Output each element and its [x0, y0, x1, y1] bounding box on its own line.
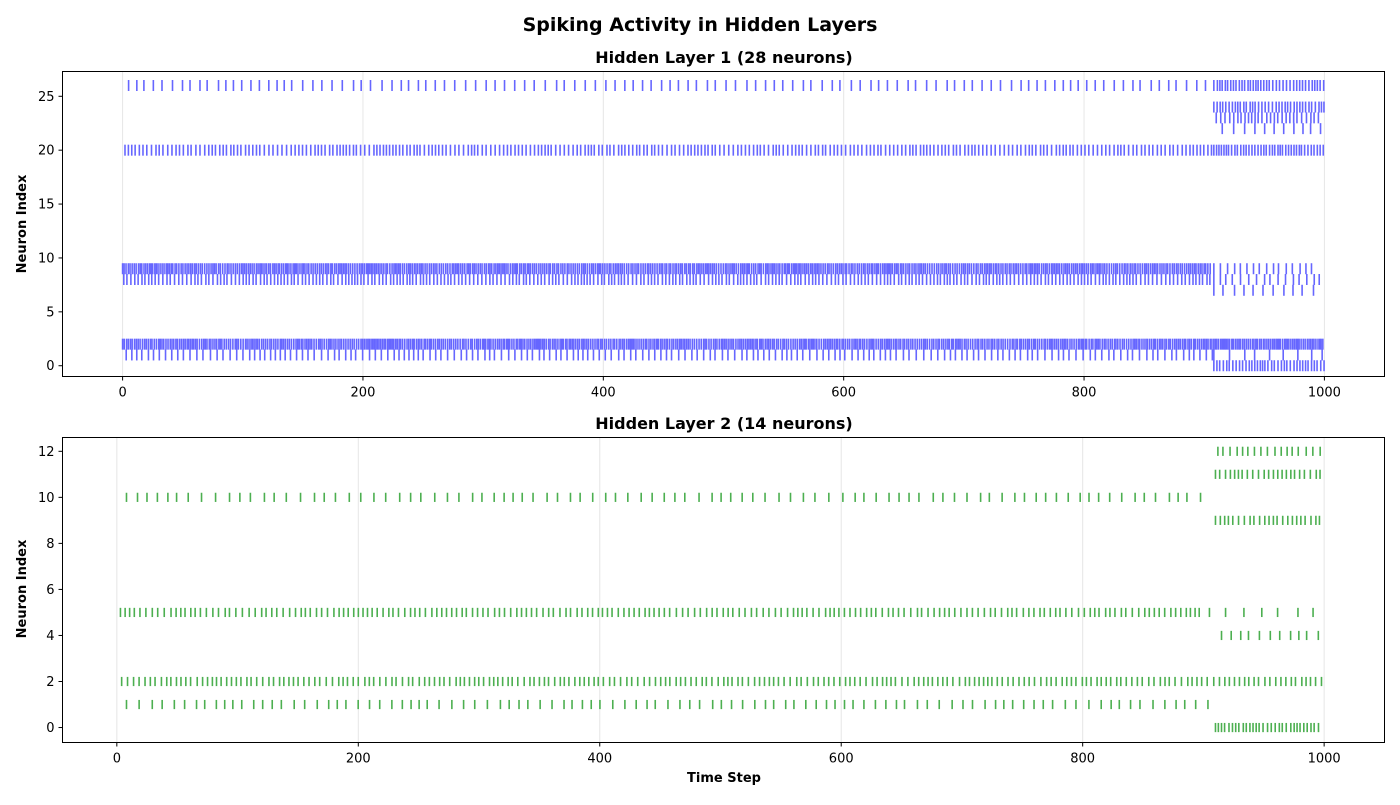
hidden-layer-2-grid: [116, 437, 1325, 743]
hidden-layer-2-title: Hidden Layer 2 (14 neurons): [595, 414, 852, 433]
neuron-1-spike-train: [125, 349, 1323, 361]
figure-title: Spiking Activity in Hidden Layers: [523, 14, 878, 36]
x-tick-label: 600: [829, 752, 854, 767]
x-tick-label: 200: [351, 386, 376, 401]
x-tick-label: 600: [831, 386, 856, 401]
hidden-layer-1-spikes: [121, 80, 1325, 372]
y-tick-label: 0: [46, 721, 54, 736]
y-tick-label: 8: [46, 537, 54, 552]
hidden-layer-2-spikes: [119, 446, 1323, 733]
y-tick-label: 6: [46, 583, 54, 598]
x-tick-label: 400: [587, 752, 612, 767]
y-tick-label: 25: [38, 90, 55, 105]
hidden-layer-1-plot-area: [62, 71, 1385, 377]
hidden-layer-2-panel: Hidden Layer 2 (14 neurons) Neuron Index…: [15, 414, 1385, 786]
y-tick-label: 15: [38, 198, 55, 213]
y-tick-label: 0: [46, 359, 54, 374]
neuron-20-spike-train: [124, 144, 1325, 156]
x-tick-label: 200: [346, 752, 371, 767]
y-tick-label: 5: [46, 305, 54, 320]
y-tick-label: 12: [38, 445, 55, 460]
hidden-layer-1-ylabel: Neuron Index: [15, 174, 30, 273]
x-tick-label: 400: [591, 386, 616, 401]
neuron-26-spike-train: [127, 80, 1325, 92]
hidden-layer-2-yticks: 0 2 4 6 8 10 12: [38, 445, 63, 736]
x-tick-label: 0: [118, 386, 126, 401]
neuron-12-spike-train: [1217, 446, 1321, 456]
hidden-layer-1-title: Hidden Layer 1 (28 neurons): [595, 48, 852, 67]
neuron-2-spike-train: [120, 676, 1323, 687]
neuron-5-spike-train: [119, 607, 1314, 618]
neuron-11-spike-train: [1214, 469, 1321, 479]
hidden-layer-1-grid: [122, 71, 1325, 377]
y-tick-label: 2: [46, 675, 54, 690]
neuron-7-spike-train: [1213, 284, 1315, 296]
hidden-layer-1-panel: Hidden Layer 1 (28 neurons) Neuron Index…: [15, 48, 1385, 401]
x-tick-label: 800: [1070, 752, 1095, 767]
y-tick-label: 20: [38, 144, 55, 159]
neuron-8-spike-train: [122, 274, 1321, 286]
y-tick-label: 10: [38, 491, 55, 506]
x-tick-label: 1000: [1308, 752, 1341, 767]
neuron-1-spike-train: [125, 699, 1209, 710]
hidden-layer-2-plot-area: [62, 437, 1385, 743]
neuron-24-spike-train: [1213, 101, 1325, 113]
neuron-22-spike-train: [1221, 123, 1322, 135]
neuron-0-spike-train: [1213, 360, 1325, 372]
neuron-4-spike-train: [1220, 630, 1320, 641]
hidden-layer-2-ylabel: Neuron Index: [15, 539, 30, 638]
neuron-23-spike-train: [1215, 112, 1320, 124]
x-tick-label: 1000: [1308, 386, 1341, 401]
x-tick-label: 800: [1072, 386, 1097, 401]
hidden-layer-2-xticks: 0 200 400 600 800 1000: [113, 742, 1341, 767]
neuron-2-spike-train: [121, 338, 1324, 350]
neuron-9-spike-train: [1214, 515, 1321, 525]
hidden-layer-1-yticks: 0 5 10 15 20 25: [38, 90, 63, 374]
x-tick-label: 0: [113, 752, 121, 767]
neuron-10-spike-train: [125, 492, 1202, 502]
neuron-9-spike-train: [121, 263, 1313, 275]
neuron-0-spike-train: [1214, 722, 1320, 733]
hidden-layer-2-xlabel: Time Step: [687, 771, 761, 786]
hidden-layer-1-xticks: 0 200 400 600 800 1000: [118, 376, 1341, 401]
y-tick-label: 4: [46, 629, 54, 644]
y-tick-label: 10: [38, 251, 55, 266]
